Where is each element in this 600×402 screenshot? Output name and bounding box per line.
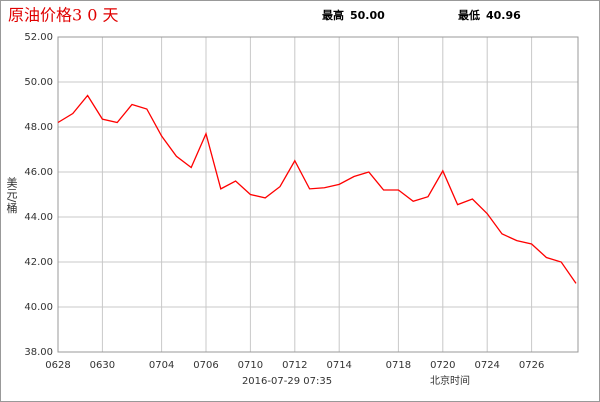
high-value: 50.00 — [350, 9, 385, 22]
x-tick-label: 0628 — [45, 360, 70, 371]
y-axis-label: 美元/桶 — [5, 176, 18, 214]
x-tick-label: 0714 — [326, 360, 351, 371]
high-label: 最高 — [322, 8, 344, 22]
y-tick-label: 44.00 — [24, 212, 53, 223]
y-tick-label: 48.00 — [24, 122, 53, 133]
timezone: 北京时间 — [430, 374, 470, 387]
y-tick-label: 50.00 — [24, 77, 53, 88]
low-label: 最低 — [458, 8, 480, 22]
x-tick-label: 0712 — [282, 360, 307, 371]
timestamp: 2016-07-29 07:35 — [242, 376, 332, 387]
x-tick-label: 0726 — [519, 360, 544, 371]
y-tick-label: 40.00 — [24, 302, 53, 313]
plot-border — [57, 36, 579, 353]
y-tick-label: 52.00 — [24, 32, 53, 43]
y-tick-label: 42.00 — [24, 257, 53, 268]
x-tick-label: 0718 — [386, 360, 411, 371]
x-tick-label: 0704 — [149, 360, 174, 371]
x-tick-label: 0706 — [193, 360, 218, 371]
x-tick-label: 0630 — [90, 360, 115, 371]
x-tick-label: 0720 — [430, 360, 455, 371]
y-tick-label: 46.00 — [24, 167, 53, 178]
price-line — [57, 94, 577, 284]
chart-title: 原油价格3 0 天 — [8, 6, 119, 25]
low-value: 40.96 — [486, 9, 521, 22]
x-tick-label: 0724 — [474, 360, 499, 371]
x-tick-label: 0710 — [238, 360, 263, 371]
y-tick-label: 38.00 — [24, 347, 53, 358]
